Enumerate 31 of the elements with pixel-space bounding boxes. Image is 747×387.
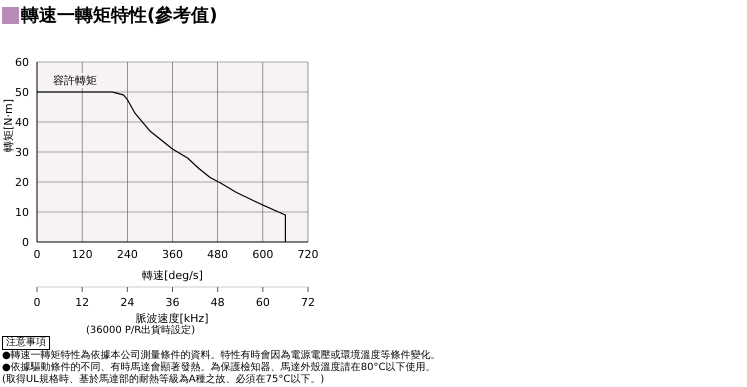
x2-tick-label: 12: [75, 296, 90, 309]
text: 注意事項: [2, 336, 50, 350]
y-tick-label: 40: [15, 116, 29, 129]
x2-tick-label: 72: [301, 296, 315, 309]
x-tick-label: 240: [116, 248, 138, 261]
text: ●依據驅動條件的不同、有時馬達會顯著發熱。為保護檢知器、馬達外殼溫度請在80°C以下使用。: [2, 362, 436, 374]
x2-tick-label: 36: [166, 296, 180, 309]
x2-tick-label: 0: [34, 296, 40, 309]
text: (36000 P/R出貨時設定): [86, 324, 196, 337]
x-tick-label: 480: [207, 248, 228, 261]
y-tick-label: 10: [15, 206, 29, 219]
y-tick-label: 20: [15, 176, 29, 189]
y-tick-label: 0: [22, 236, 29, 249]
y-tick-label: 30: [15, 146, 29, 159]
x2-tick-label: 60: [256, 296, 270, 309]
annotation: 容許轉矩: [50, 73, 100, 88]
y-tick-label: 50: [15, 86, 29, 99]
y-tick-label: 60: [15, 56, 29, 69]
x2-tick-label: 24: [120, 296, 134, 309]
x-tick-label: 120: [72, 248, 93, 261]
text: (取得UL規格時、基於馬達部的耐熱等級為A種之故、必須在75°C以下。): [2, 374, 324, 386]
text: ●轉速一轉矩特性為依據本公司測量條件的資料。特性有時會因為電源電壓或環境溫度等條件變化。: [2, 350, 441, 362]
x-axis-title: 轉速[deg/s]: [142, 269, 203, 282]
chart-title: 轉速一轉矩特性(參考值): [21, 4, 218, 27]
x-tick-label: 600: [252, 248, 274, 261]
x-tick-label: 0: [34, 248, 40, 261]
x2-axis-title: 脈波速度[kHz]: [136, 312, 208, 325]
x2-tick-label: 48: [210, 296, 225, 309]
x-tick-label: 360: [162, 248, 183, 261]
y-axis-title: 轉矩[N·m]: [2, 98, 15, 152]
x-tick-label: 720: [298, 248, 318, 261]
